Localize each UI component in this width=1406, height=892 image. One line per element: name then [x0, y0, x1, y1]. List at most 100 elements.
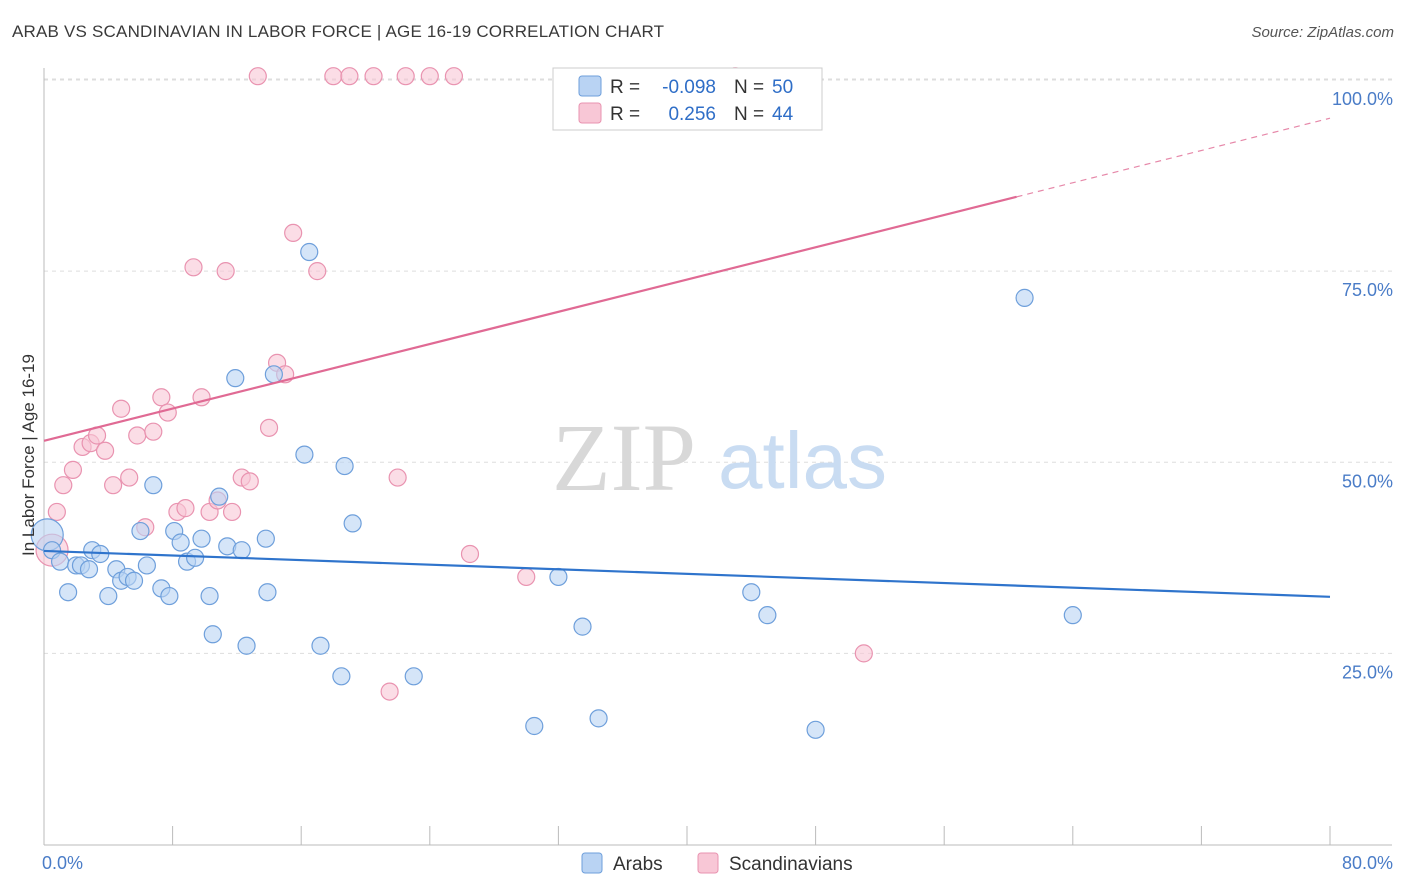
watermark-atlas: atlas: [718, 416, 887, 505]
axes: [43, 68, 1392, 846]
arab-point-23: [192, 529, 211, 548]
arab-point-41: [525, 716, 544, 736]
arab-point-14: [131, 521, 150, 541]
scan-point-25: [240, 472, 259, 491]
scan-point-7: [95, 441, 115, 460]
arab-point-32: [258, 583, 277, 602]
scan-trend-extension: [1016, 117, 1331, 198]
y-tick-label-0: 25.0%: [1342, 662, 1393, 682]
grid-lines: [44, 78, 1392, 654]
watermark: ZIP atlas: [552, 404, 887, 511]
y-axis-title: In Labor Force | Age 16-19: [19, 354, 38, 556]
arab-point-29: [232, 541, 251, 560]
arab-point-20: [171, 533, 190, 552]
scan-point-30: [284, 223, 303, 242]
scan-point-8: [104, 476, 123, 495]
scan-n-label: N =: [734, 104, 764, 125]
scan-point-14: [152, 388, 171, 407]
arab-point-34: [295, 445, 314, 464]
scan-point-34: [364, 67, 383, 86]
arab-point-24: [200, 586, 219, 606]
arab-point-44: [589, 709, 608, 728]
arab-point-30: [237, 636, 256, 655]
arab-point-42: [549, 567, 568, 587]
scan-point-3: [63, 460, 83, 479]
scan-point-26: [248, 67, 267, 86]
arab-r-label: R =: [610, 77, 640, 98]
scan-legend-swatch: [578, 102, 602, 124]
scan-point-43: [854, 644, 873, 663]
scan-trend-line: [43, 195, 1017, 442]
scan-point-39: [444, 67, 464, 86]
arab-point-46: [758, 606, 777, 625]
arab-point-3: [59, 583, 78, 602]
scan-point-31: [308, 262, 327, 281]
scan-point-41: [517, 567, 536, 587]
scan-n-value: 44: [772, 104, 794, 125]
scandinavians-legend-swatch: [697, 852, 719, 874]
arab-point-48: [1015, 288, 1034, 307]
arab-point-26: [210, 487, 229, 506]
scandinavians-legend-label: Scandinavians: [729, 854, 853, 875]
arab-point-43: [573, 617, 592, 636]
arab-point-15: [137, 556, 156, 575]
scan-point-38: [420, 67, 439, 86]
arab-point-22: [186, 548, 205, 567]
arab-point-2: [50, 552, 70, 571]
arab-legend-swatch: [578, 75, 602, 97]
scan-point-35: [380, 682, 399, 701]
arab-trend-line: [43, 549, 1331, 598]
y-tick-label-1: 50.0%: [1342, 471, 1393, 491]
x-tick-labels: 0.0% 80.0%: [42, 853, 1393, 873]
arab-point-25: [203, 625, 222, 644]
scan-point-10: [120, 468, 139, 487]
scan-point-15: [158, 403, 177, 422]
arab-point-35: [300, 242, 319, 262]
arab-r-value: -0.098: [662, 77, 716, 98]
scan-r-label: R =: [610, 104, 640, 125]
scan-point-40: [460, 544, 480, 564]
scan-point-33: [340, 67, 359, 86]
scan-point-1: [47, 502, 66, 522]
arab-n-value: 50: [772, 77, 793, 98]
watermark-zip: ZIP: [552, 404, 696, 511]
y-tick-label-3: 100.0%: [1332, 89, 1393, 109]
scan-point-2: [54, 476, 73, 495]
arab-point-13: [124, 571, 144, 590]
trend-lines: [43, 117, 1331, 598]
scan-point-23: [222, 502, 242, 522]
x-tick-label-1: 80.0%: [1342, 853, 1393, 873]
arabs-legend-swatch: [581, 852, 603, 874]
scan-point-13: [144, 422, 163, 441]
scan-point-17: [176, 499, 195, 518]
arab-points: [30, 242, 1082, 739]
arab-point-36: [311, 636, 330, 655]
source-credit: Source: ZipAtlas.com: [1251, 24, 1394, 41]
chart-title: ARAB VS SCANDINAVIAN IN LABOR FORCE | AG…: [12, 22, 665, 41]
scan-point-18: [184, 258, 203, 277]
y-tick-label-2: 75.0%: [1342, 280, 1393, 300]
arab-point-39: [343, 514, 362, 533]
arab-point-45: [742, 583, 761, 602]
arab-point-40: [404, 667, 423, 686]
arab-point-18: [160, 586, 179, 606]
scan-point-36: [388, 468, 407, 487]
series-legend: Arabs Scandinavians: [581, 852, 853, 875]
scan-point-9: [112, 399, 131, 418]
arab-point-31: [256, 529, 275, 548]
scan-point-37: [396, 67, 415, 86]
scan-point-32: [324, 67, 343, 86]
scandinavian-points: [35, 67, 873, 701]
arab-point-47: [806, 720, 825, 739]
arab-point-28: [226, 369, 245, 388]
stats-legend: R = -0.098 N = 50 R = 0.256 N = 44: [552, 67, 823, 131]
arab-point-38: [335, 456, 354, 476]
arab-point-9: [99, 586, 118, 606]
scan-point-22: [216, 262, 235, 281]
scan-point-27: [259, 418, 279, 437]
arab-n-label: N =: [734, 77, 764, 98]
x-tick-label-0: 0.0%: [42, 853, 83, 873]
arabs-legend-label: Arabs: [613, 854, 663, 875]
arab-point-6: [79, 560, 99, 579]
